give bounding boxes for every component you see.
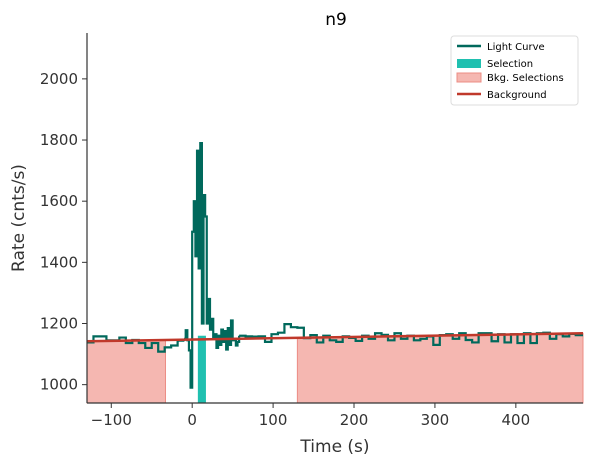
- light-curve-segment-1: [184, 141, 241, 389]
- y-tick-label: 1800: [40, 131, 78, 149]
- y-ticks: 1000 1200 1400 1600 1800 2000: [40, 70, 87, 394]
- selection-layer: [197, 335, 206, 403]
- chart-title: n9: [325, 10, 347, 30]
- y-axis-label: Rate (cnts/s): [9, 164, 29, 272]
- bkg-selection-layer: [86, 332, 584, 404]
- selection-region: [197, 335, 206, 403]
- y-tick-label: 1600: [40, 192, 78, 210]
- legend-swatch-bkg-selections: [456, 72, 482, 83]
- legend-frame: [450, 35, 579, 106]
- legend-label-background: Background: [487, 90, 547, 101]
- y-tick-label: 2000: [40, 70, 78, 88]
- x-axis-label: Time (s): [299, 437, 369, 457]
- x-tick-label: 100: [259, 411, 288, 429]
- y-tick-label: 1400: [40, 253, 78, 271]
- light-curve-segment-0: [87, 335, 186, 353]
- legend-label-bkg-selections: Bkg. Selections: [487, 73, 564, 84]
- x-ticks: −100 0 100 200 300 400: [91, 403, 530, 429]
- legend-label-selection: Selection: [487, 59, 533, 70]
- y-tick-label: 1200: [40, 314, 78, 332]
- background-fit-line: [86, 332, 584, 343]
- x-tick-label: 200: [340, 411, 369, 429]
- x-tick-label: 0: [187, 411, 197, 429]
- y-tick-label: 1000: [40, 376, 78, 394]
- bkg-selection-region-0: [86, 339, 166, 404]
- legend-label-light-curve: Light Curve: [487, 42, 545, 53]
- x-tick-label: 300: [421, 411, 450, 429]
- legend: Light Curve Selection Bkg. Selections Ba…: [450, 35, 579, 106]
- background-layer: [86, 332, 584, 343]
- x-tick-label: 400: [502, 411, 531, 429]
- legend-swatch-selection: [457, 59, 481, 68]
- x-tick-label: −100: [91, 411, 132, 429]
